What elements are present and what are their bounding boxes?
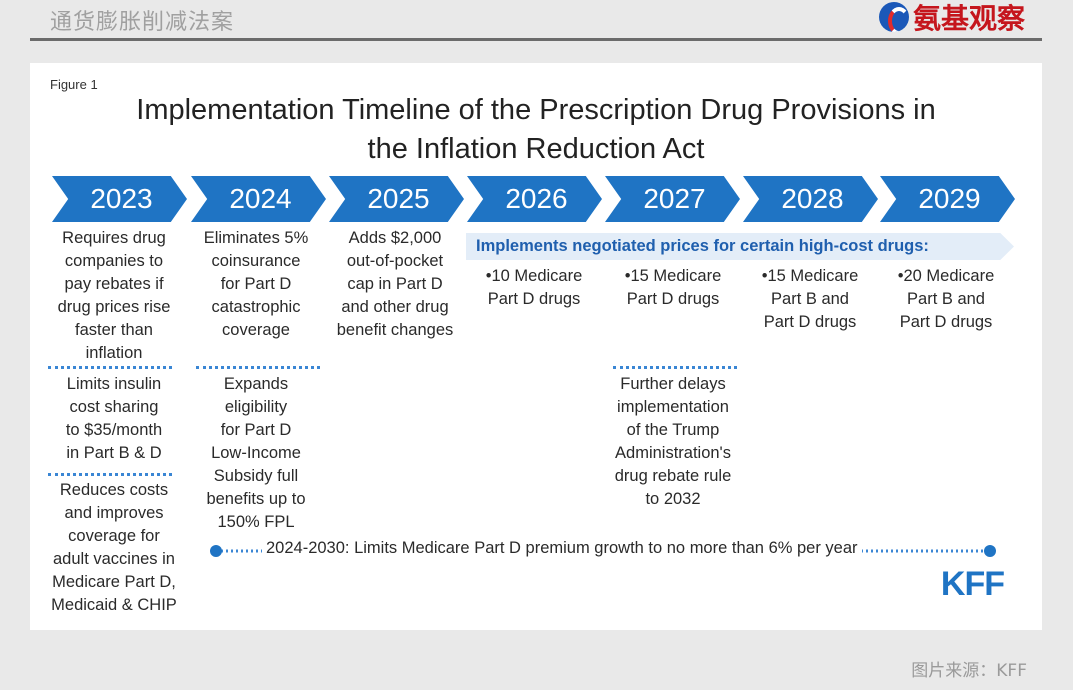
negotiation-2029: •20 Medicare Part B and Part D drugs <box>880 265 1012 334</box>
text-line: Low-Income <box>211 444 301 462</box>
timeline-start-dot <box>210 545 222 557</box>
year-chevron-2023: 2023 <box>52 176 187 222</box>
header-divider <box>30 38 1042 41</box>
text-line: cost sharing <box>69 398 159 416</box>
text-line: Part D drugs <box>899 313 993 331</box>
negotiation-banner: Implements negotiated prices for certain… <box>466 233 1014 260</box>
text-line: benefit changes <box>336 321 454 339</box>
text-line: pay rebates if <box>64 275 164 293</box>
negotiation-2028: •15 Medicare Part B and Part D drugs <box>744 265 876 334</box>
text-line: adult vaccines in <box>53 550 175 568</box>
text-line: •15 Medicare <box>761 267 859 285</box>
text-line: •15 Medicare <box>624 267 722 285</box>
brand-mark-icon <box>878 2 909 32</box>
text-line: cap in Part D <box>347 275 443 293</box>
dotted-divider <box>48 366 172 369</box>
text-line: Further delays <box>620 375 726 393</box>
text-line: faster than <box>75 321 153 339</box>
provision-2023-vaccines: Reduces costs and improves coverage for … <box>34 479 194 617</box>
year-chevron-2024: 2024 <box>191 176 326 222</box>
text-line: eligibility <box>224 398 288 416</box>
header-title: 通货膨胀削减法案 <box>50 10 235 35</box>
text-line: for Part D <box>220 421 292 439</box>
text-line: Adds $2,000 <box>348 229 442 247</box>
dotted-divider <box>48 473 172 476</box>
text-line: coverage <box>222 321 290 339</box>
text-line: coverage for <box>68 527 160 545</box>
text-line: Limits insulin <box>66 375 162 393</box>
text-line: 150% FPL <box>217 513 295 531</box>
text-line: Part B and <box>907 290 985 308</box>
figure-panel: Figure 1 Implementation Timeline of the … <box>30 63 1042 630</box>
text-line: and other drug <box>341 298 449 316</box>
text-line: Part D drugs <box>626 290 720 308</box>
figure-label: Figure 1 <box>50 77 98 92</box>
text-line: implementation <box>617 398 729 416</box>
text-line: Reduces costs <box>59 481 169 499</box>
text-line: out-of-pocket <box>346 252 444 270</box>
text-line: and improves <box>64 504 164 522</box>
dotted-divider <box>196 366 320 369</box>
image-source: 图片来源：KFF <box>911 661 1027 681</box>
text-line: Medicare Part D, <box>52 573 176 591</box>
text-line: drug prices rise <box>57 298 171 316</box>
brand-logo: 氨基观察 <box>878 0 1025 35</box>
text-line: of the Trump <box>626 421 720 439</box>
text-line: •10 Medicare <box>485 267 583 285</box>
text-line: Part D drugs <box>763 313 857 331</box>
text-line: Requires drug <box>62 229 166 247</box>
text-line: for Part D <box>220 275 292 293</box>
text-line: catastrophic <box>211 298 301 316</box>
text-line: in Part B & D <box>66 444 162 462</box>
text-line: •20 Medicare <box>897 267 995 285</box>
year-chevron-2025: 2025 <box>329 176 464 222</box>
text-line: Part B and <box>771 290 849 308</box>
premium-growth-note: 2024-2030: Limits Medicare Part D premiu… <box>262 539 862 558</box>
provision-2023-insulin: Limits insulin cost sharing to $35/month… <box>40 373 188 465</box>
text-line: inflation <box>85 344 143 362</box>
text-line: Medicaid & CHIP <box>51 596 177 614</box>
figure-title-line-2: the Inflation Reduction Act <box>367 133 705 165</box>
text-line: drug rebate rule <box>614 467 732 485</box>
provision-2027-rebate-rule: Further delays implementation of the Tru… <box>598 373 748 511</box>
provision-2025-oop-cap: Adds $2,000 out-of-pocket cap in Part D … <box>322 227 468 342</box>
year-chevron-2026: 2026 <box>467 176 602 222</box>
negotiation-2027: •15 Medicare Part D drugs <box>607 265 739 311</box>
text-line: Expands <box>223 375 289 393</box>
kff-logo: KFF <box>940 565 1005 603</box>
text-line: companies to <box>64 252 164 270</box>
text-line: Subsidy full <box>213 467 299 485</box>
text-line: benefits up to <box>206 490 306 508</box>
negotiation-2026: •10 Medicare Part D drugs <box>468 265 600 311</box>
text-line: Eliminates 5% <box>203 229 309 247</box>
text-line: to 2032 <box>645 490 701 508</box>
year-chevron-2029: 2029 <box>880 176 1015 222</box>
text-line: Administration's <box>615 444 731 462</box>
provision-2024-lis: Expands eligibility for Part D Low-Incom… <box>186 373 326 534</box>
provision-2023-rebates: Requires drug companies to pay rebates i… <box>40 227 188 365</box>
timeline-end-dot <box>984 545 996 557</box>
text-line: to $35/month <box>65 421 163 439</box>
figure-title-line-1: Implementation Timeline of the Prescript… <box>136 94 936 126</box>
figure-title: Implementation Timeline of the Prescript… <box>30 91 1042 169</box>
provision-2024-coinsurance: Eliminates 5% coinsurance for Part D cat… <box>186 227 326 342</box>
brand-name: 氨基观察 <box>912 2 1025 35</box>
text-line: Part D drugs <box>487 290 581 308</box>
text-line: coinsurance <box>211 252 301 270</box>
dotted-divider <box>613 366 737 369</box>
year-chevron-2027: 2027 <box>605 176 740 222</box>
year-chevron-2028: 2028 <box>743 176 878 222</box>
